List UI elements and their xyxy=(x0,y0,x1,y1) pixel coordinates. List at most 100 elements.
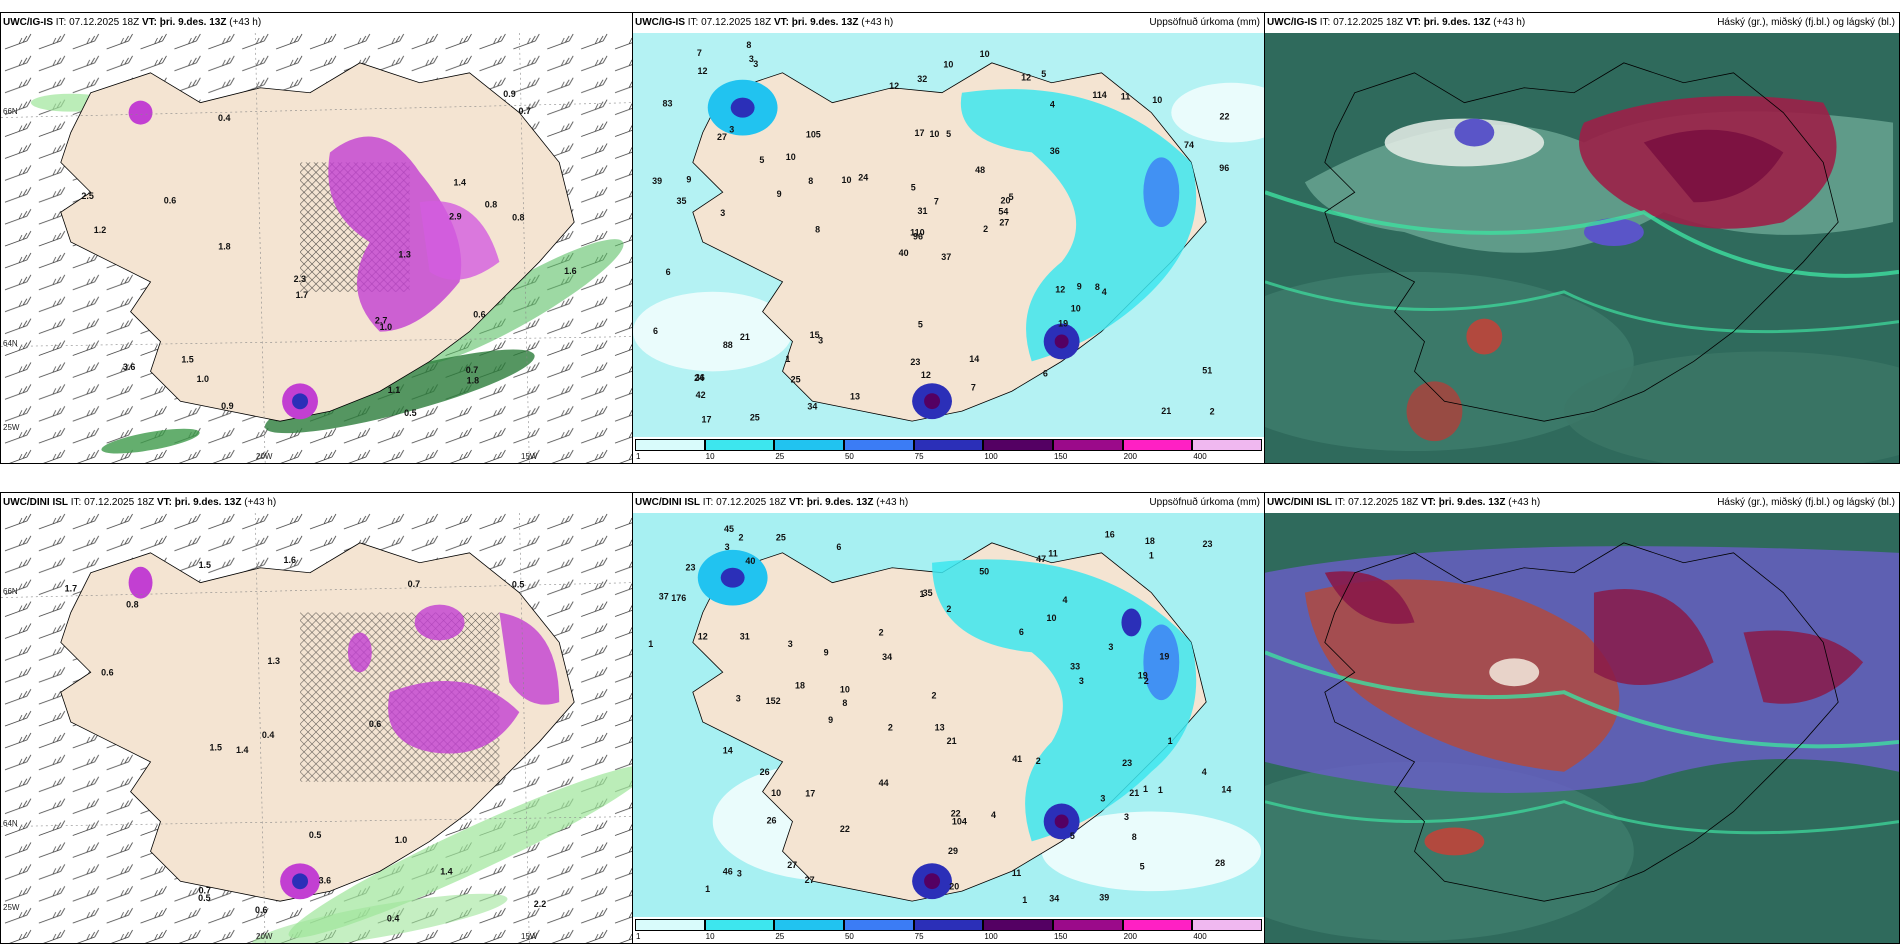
lat-label: 66N xyxy=(3,107,18,116)
value-label: 3 xyxy=(753,59,758,69)
value-label: 14 xyxy=(1221,785,1231,795)
value-label: 1 xyxy=(919,589,924,599)
value-label: 22 xyxy=(840,824,850,834)
colorbar-tick: 150 xyxy=(1053,932,1068,941)
value-label: 10 xyxy=(771,788,781,798)
panel-header: UWC/IG-IS IT: 07.12.2025 18Z VT: þri. 9.… xyxy=(1,13,632,33)
value-label: 8 xyxy=(842,698,847,708)
value-label: 48 xyxy=(975,165,985,175)
value-label: 7 xyxy=(697,48,702,58)
colorbar-swatch xyxy=(1122,439,1193,451)
value-label: 114 xyxy=(1092,90,1106,100)
value-label: 3 xyxy=(749,54,754,64)
value-label: 5 xyxy=(1041,69,1046,79)
value-label: 12 xyxy=(921,370,931,380)
value-label: 42 xyxy=(696,390,706,400)
value-label: 1.5 xyxy=(199,560,211,570)
value-label: 2 xyxy=(946,604,951,614)
value-label: 44 xyxy=(879,778,889,788)
colorbar: 1 10 25 50 75 100 150 200 400 xyxy=(635,437,1262,463)
colorbar-swatch xyxy=(844,919,914,931)
value-label: 3 xyxy=(1079,676,1084,686)
lon-label: 20W xyxy=(256,452,273,461)
value-label: 24 xyxy=(694,373,704,383)
value-label: 0.6 xyxy=(101,667,113,677)
cloud-map-bottom xyxy=(1265,513,1899,943)
value-label: 21 xyxy=(1129,788,1139,798)
lat-label: 25W xyxy=(3,903,20,912)
value-label: 0.4 xyxy=(262,730,274,740)
value-label: 12 xyxy=(1055,285,1065,295)
value-label: 1.4 xyxy=(454,177,466,187)
value-label: 34 xyxy=(882,652,892,662)
value-label: 22 xyxy=(951,808,961,818)
colorbar-tick: 150 xyxy=(1053,452,1068,461)
colorbar-swatch xyxy=(844,439,914,451)
value-label: 34 xyxy=(807,402,817,412)
lat-label: 66N xyxy=(3,587,18,596)
value-label: 5 xyxy=(911,183,916,193)
value-label: 10 xyxy=(1071,304,1081,314)
lat-label: 64N xyxy=(3,819,18,828)
value-label: 2 xyxy=(1144,676,1149,686)
value-label: 74 xyxy=(1184,140,1194,150)
value-label: 39 xyxy=(1099,892,1109,902)
value-label: 1 xyxy=(785,354,790,364)
value-label: 19 xyxy=(1159,651,1169,661)
value-label: 83 xyxy=(663,98,673,108)
value-label: 0.6 xyxy=(369,719,381,729)
colorbar-tick: 50 xyxy=(844,452,854,461)
precip-title: Uppsöfnuð úrkoma (mm) xyxy=(1149,497,1260,508)
value-label: 1.0 xyxy=(395,835,407,845)
colorbar-tick: 400 xyxy=(1193,452,1207,461)
value-label: 12 xyxy=(698,631,708,641)
value-label: 1.7 xyxy=(65,583,77,593)
value-label: 16 xyxy=(1105,530,1115,540)
value-label: 0.9 xyxy=(503,89,515,99)
value-label: 9 xyxy=(1077,282,1082,292)
value-label: 17 xyxy=(805,789,815,799)
value-label: 5 xyxy=(759,155,764,165)
value-label: 20 xyxy=(949,882,959,892)
value-label: 31 xyxy=(917,206,927,216)
colorbar-tick: 25 xyxy=(775,932,785,941)
value-label: 3.6 xyxy=(123,362,135,372)
value-label: 7 xyxy=(934,197,939,207)
value-label: 5 xyxy=(918,319,923,329)
value-label: 88 xyxy=(723,340,733,350)
value-label: 28 xyxy=(1215,858,1225,868)
value-label: 23 xyxy=(910,357,920,367)
value-label: 4 xyxy=(991,810,996,820)
value-label: 39 xyxy=(652,176,662,186)
value-label: 17 xyxy=(915,128,925,138)
precip-panel-bottom: UWC/DINI ISL IT: 07.12.2025 18Z VT: þri.… xyxy=(632,492,1265,944)
value-label: 2 xyxy=(932,691,937,701)
colorbar-swatch xyxy=(704,439,775,451)
precip-panel-top: UWC/IG-IS IT: 07.12.2025 18Z VT: þri. 9.… xyxy=(632,12,1265,464)
value-label: 2 xyxy=(983,224,988,234)
colorbar-tick: 400 xyxy=(1193,932,1207,941)
colorbar-tick: 200 xyxy=(1123,452,1138,461)
value-label: 18 xyxy=(795,681,805,691)
value-label: 50 xyxy=(979,567,989,577)
value-label: 3 xyxy=(725,542,730,552)
colorbar-swatch xyxy=(1053,919,1123,931)
value-label: 37 xyxy=(659,591,669,601)
value-label: 35 xyxy=(923,588,933,598)
value-label: 9 xyxy=(828,715,833,725)
value-label: 23 xyxy=(686,562,696,572)
value-label: 2 xyxy=(879,627,884,637)
value-label: 14 xyxy=(969,354,979,364)
value-label: 0.6 xyxy=(255,905,267,915)
cloud-title: Háský (gr.), miðský (fj.bl.) og lágský (… xyxy=(1717,497,1895,508)
colorbar-swatch xyxy=(774,439,844,451)
value-label: 21 xyxy=(1161,406,1171,416)
value-label: 5 xyxy=(946,129,951,139)
colorbar: 1 10 25 50 75 100 150 200 400 xyxy=(635,917,1262,943)
value-label: 104 xyxy=(952,816,967,826)
value-label: 19 xyxy=(1138,671,1148,681)
value-label: 4 xyxy=(1050,100,1055,110)
value-label: 5 xyxy=(1070,831,1075,841)
colorbar-tick: 25 xyxy=(775,452,785,461)
value-label: 1 xyxy=(1149,551,1154,561)
